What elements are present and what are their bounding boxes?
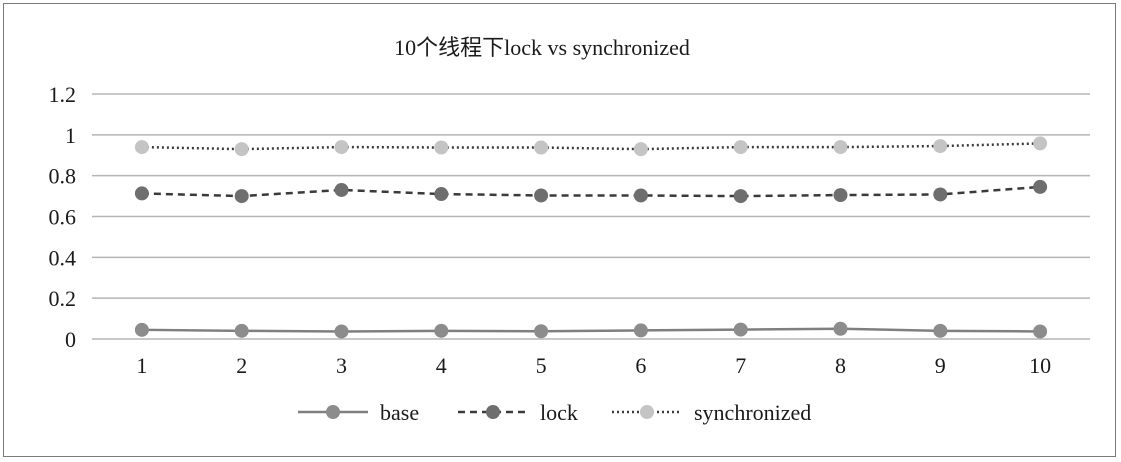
data-point (633, 323, 648, 338)
data-point (833, 188, 848, 203)
data-point (434, 187, 449, 202)
y-tick-label: 0.4 (49, 245, 77, 270)
y-tick-label: 1 (65, 123, 76, 148)
data-point (334, 182, 349, 197)
x-tick-label: 1 (136, 353, 147, 378)
data-point (334, 140, 349, 155)
data-point (733, 322, 748, 337)
series-line-synchronized (141, 142, 1041, 151)
series-synchronized (134, 136, 1048, 157)
legend-label: lock (540, 400, 578, 425)
y-tick-label: 0.6 (49, 205, 77, 230)
data-point (833, 140, 848, 155)
x-tick-label: 6 (635, 353, 646, 378)
x-tick-label: 7 (735, 353, 746, 378)
legend-label: synchronized (694, 400, 811, 425)
data-point (933, 187, 948, 202)
series-line-lock (141, 185, 1041, 198)
data-point (733, 140, 748, 155)
data-point (434, 140, 449, 155)
series-lock (134, 179, 1048, 204)
data-point (1033, 136, 1048, 151)
data-point (534, 140, 549, 155)
y-tick-label: 0.2 (49, 286, 77, 311)
y-axis-ticks: 0 0.2 0.4 0.6 0.8 1 1.2 (49, 82, 77, 352)
data-point (234, 189, 249, 204)
data-point (134, 140, 149, 155)
data-point (933, 139, 948, 154)
data-point (334, 324, 349, 339)
legend-item-base: base (298, 400, 419, 425)
data-point (534, 324, 549, 339)
series-layer (134, 136, 1048, 339)
x-tick-label: 3 (336, 353, 347, 378)
data-point (833, 321, 848, 336)
legend-item-lock: lock (458, 400, 578, 425)
legend-item-synchronized: synchronized (612, 400, 811, 425)
y-tick-label: 0.8 (49, 164, 77, 189)
chart-frame (3, 3, 1116, 457)
x-tick-label: 9 (935, 353, 946, 378)
data-point (633, 188, 648, 203)
x-tick-label: 2 (236, 353, 247, 378)
data-point (1033, 179, 1048, 194)
legend-marker (640, 405, 654, 419)
series-base (134, 321, 1048, 339)
grid-lines (92, 93, 1090, 340)
data-point (434, 323, 449, 338)
x-tick-label: 10 (1029, 353, 1051, 378)
data-point (534, 188, 549, 203)
data-point (933, 323, 948, 338)
legend-marker (486, 405, 500, 419)
y-tick-label: 1.2 (49, 82, 77, 107)
x-tick-label: 4 (436, 353, 447, 378)
data-point (134, 186, 149, 201)
legend-label: base (380, 400, 419, 425)
chart-title: 10个线程下lock vs synchronized (394, 35, 690, 60)
data-point (633, 142, 648, 157)
x-tick-label: 5 (536, 353, 547, 378)
legend-marker (326, 405, 340, 419)
data-point (234, 142, 249, 157)
data-point (134, 322, 149, 337)
data-point (1033, 324, 1048, 339)
x-axis-ticks: 1 2 3 4 5 6 7 8 9 10 (136, 353, 1051, 378)
series-line-base (141, 327, 1041, 333)
y-tick-label: 0 (65, 327, 76, 352)
legend: base lock synchronized (298, 400, 811, 425)
data-point (234, 323, 249, 338)
x-tick-label: 8 (835, 353, 846, 378)
data-point (733, 189, 748, 204)
